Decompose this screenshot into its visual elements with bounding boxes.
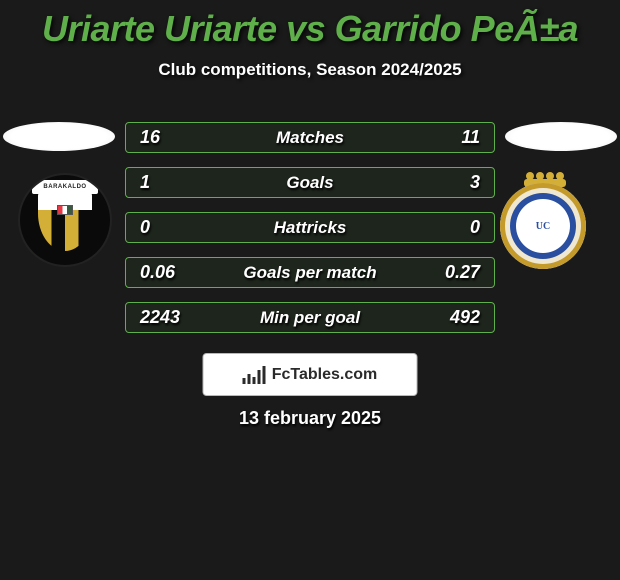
stat-label: Goals per match bbox=[243, 263, 376, 283]
stat-row: 1 Goals 3 bbox=[125, 167, 495, 198]
stat-row: 0.06 Goals per match 0.27 bbox=[125, 257, 495, 288]
stat-value-right: 3 bbox=[436, 172, 480, 193]
page-title: Uriarte Uriarte vs Garrido PeÃ±a bbox=[42, 8, 578, 50]
stat-value-left: 0 bbox=[140, 217, 184, 238]
player-photo-right bbox=[505, 122, 617, 151]
club-right-monogram: UC bbox=[522, 205, 564, 247]
stat-row: 16 Matches 11 bbox=[125, 122, 495, 153]
stat-value-left: 2243 bbox=[140, 307, 184, 328]
stat-value-right: 0 bbox=[436, 217, 480, 238]
source-badge: FcTables.com bbox=[203, 353, 418, 396]
stat-label: Min per goal bbox=[260, 308, 360, 328]
stat-value-right: 11 bbox=[436, 127, 480, 148]
fctables-bars-icon bbox=[243, 366, 266, 384]
club-badge-right: UC bbox=[500, 175, 600, 265]
subtitle: Club competitions, Season 2024/2025 bbox=[158, 60, 461, 80]
stat-value-left: 16 bbox=[140, 127, 184, 148]
barakaldo-shield-icon: BARAKALDO bbox=[20, 175, 110, 265]
source-name: FcTables.com bbox=[272, 366, 378, 384]
stat-value-right: 0.27 bbox=[436, 262, 480, 283]
stat-label: Goals bbox=[286, 173, 333, 193]
stat-value-left: 1 bbox=[140, 172, 184, 193]
stat-label: Hattricks bbox=[274, 218, 347, 238]
stats-table: 16Matches111Goals30Hattricks00.06Goals p… bbox=[125, 122, 495, 333]
date-label: 13 february 2025 bbox=[0, 408, 620, 429]
player-photo-left bbox=[3, 122, 115, 151]
stat-row: 2243 Min per goal 492 bbox=[125, 302, 495, 333]
comparison-card: Uriarte Uriarte vs Garrido PeÃ±a Club co… bbox=[0, 0, 620, 580]
stat-label: Matches bbox=[276, 128, 344, 148]
club-badge-left: BARAKALDO bbox=[20, 175, 120, 265]
club-left-ribbon: BARAKALDO bbox=[32, 180, 98, 194]
stat-value-left: 0.06 bbox=[140, 262, 184, 283]
real-union-shield-icon: UC bbox=[500, 175, 590, 265]
stat-row: 0 Hattricks 0 bbox=[125, 212, 495, 243]
stat-value-right: 492 bbox=[436, 307, 480, 328]
